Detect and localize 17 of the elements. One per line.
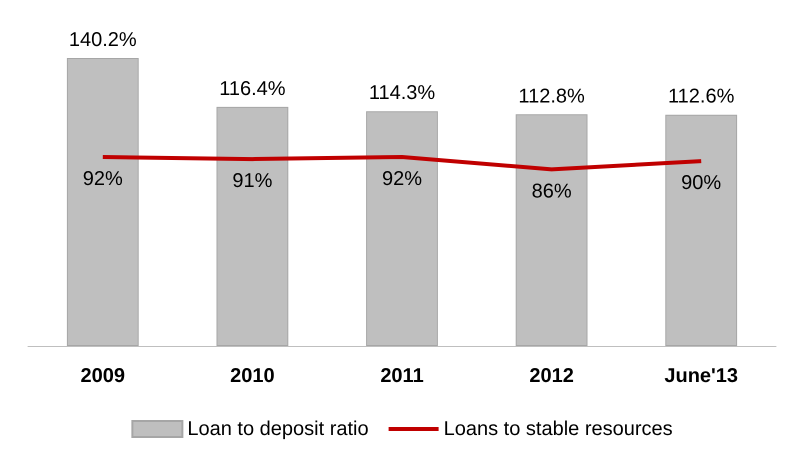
x-tick-label: 2012 — [529, 365, 574, 387]
legend-label: Loans to stable resources — [444, 418, 673, 440]
data-label: 114.3% — [368, 82, 436, 104]
data-label: 92% — [82, 168, 124, 190]
legend-label: Loan to deposit ratio — [187, 418, 369, 440]
data-label: 91% — [232, 170, 273, 192]
data-label: 112.6% — [668, 86, 735, 108]
data-label: 86% — [532, 180, 572, 202]
x-tick-label: 2010 — [230, 365, 275, 387]
data-label: 116.4% — [219, 78, 286, 100]
data-label: 140.2% — [68, 29, 137, 51]
data-label: 92% — [382, 168, 422, 190]
x-tick-label: June'13 — [664, 365, 738, 387]
data-label: 90% — [681, 172, 722, 194]
data-label: 112.8% — [518, 85, 585, 108]
x-tick-label: 2009 — [80, 365, 126, 387]
x-tick-label: 2011 — [380, 365, 424, 387]
